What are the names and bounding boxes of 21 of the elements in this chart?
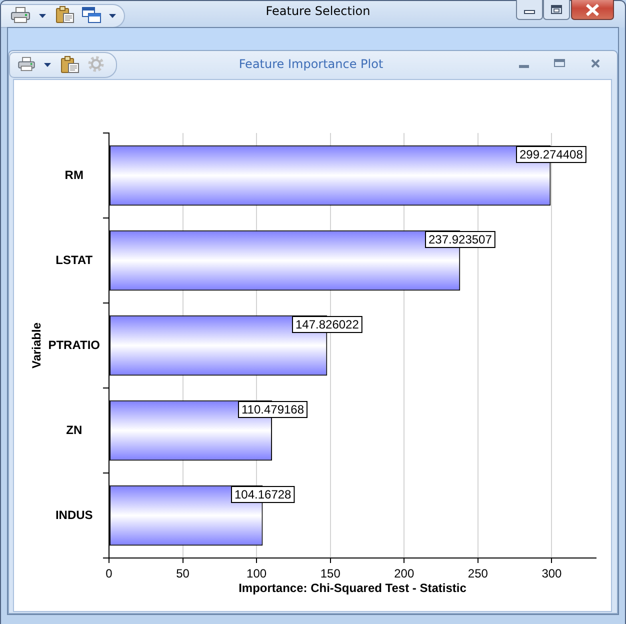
x-tick-label: 150: [320, 566, 341, 581]
y-tick-label: LSTAT: [56, 252, 94, 267]
x-tick-label: 250: [468, 566, 488, 581]
x-tick-label: 200: [394, 566, 414, 581]
x-tick-label: 50: [176, 566, 190, 581]
y-axis-title: Variable: [30, 322, 44, 369]
x-tick-label: 0: [106, 566, 113, 581]
data-label: 237.923507: [428, 232, 492, 246]
data-label: 147.826022: [295, 317, 360, 332]
x-axis-title: Importance: Chi-Squared Test - Statistic: [238, 581, 467, 596]
y-tick-label: RM: [64, 168, 84, 182]
y-tick-label: PTRATIO: [48, 338, 100, 352]
chart-subtitle: Feature Importance Plot: [238, 57, 384, 71]
data-label: 110.479168: [241, 402, 304, 416]
x-tick-label: 300: [542, 566, 562, 581]
chart-title: Feature Selection: [264, 4, 372, 18]
y-tick-label: INDUS: [55, 508, 93, 522]
data-label: 104.16728: [234, 487, 292, 502]
data-label: 299.274408: [519, 147, 584, 162]
y-tick-label: ZN: [66, 422, 82, 437]
x-tick-label: 100: [246, 566, 267, 581]
